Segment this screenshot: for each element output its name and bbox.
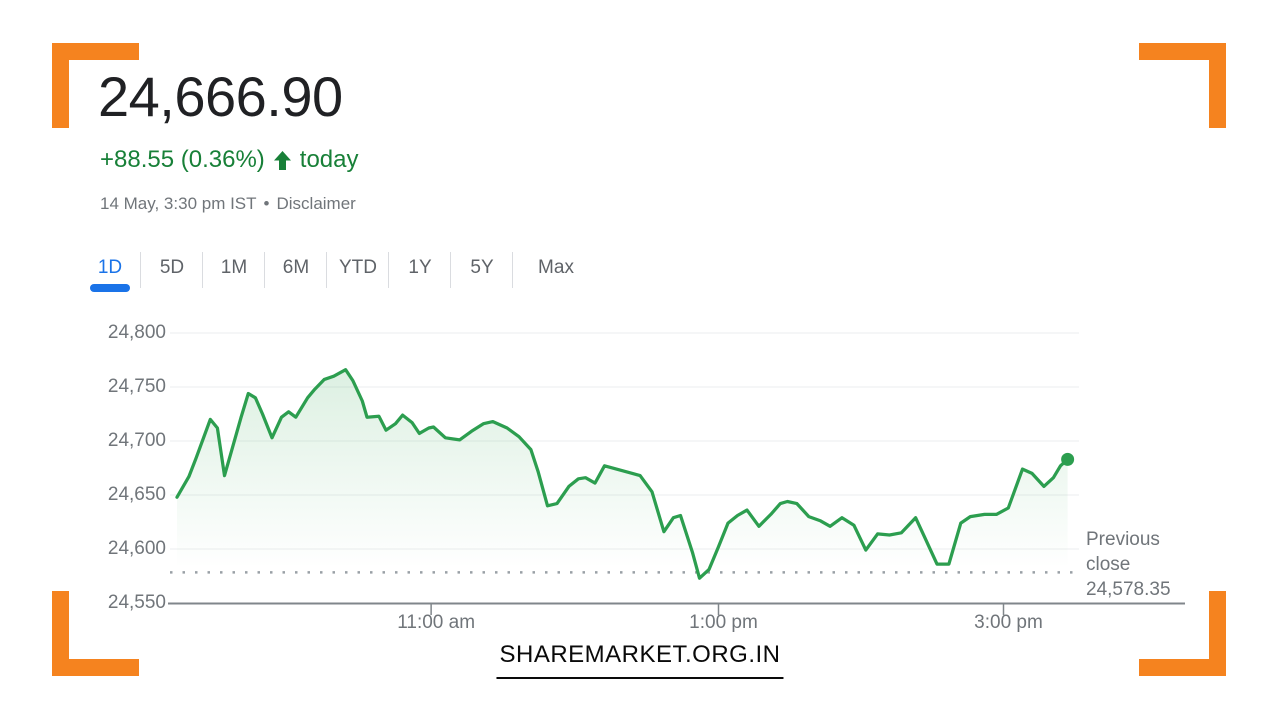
meta-separator-dot: • xyxy=(263,194,270,213)
y-axis-label: 24,550 xyxy=(107,592,166,613)
tab-label: 1M xyxy=(220,257,248,278)
y-axis-label: 24,650 xyxy=(107,484,166,505)
up-arrow-icon xyxy=(273,150,292,171)
tab-label: 5D xyxy=(159,257,185,278)
previous-close-annotation: Previous close 24,578.35 xyxy=(1086,527,1186,602)
tab-label: Max xyxy=(538,257,574,278)
x-axis-label: 3:00 pm xyxy=(974,612,1043,633)
disclaimer-link[interactable]: Disclaimer xyxy=(276,194,356,213)
tab-label: 5Y xyxy=(470,257,494,278)
corner-bracket-bottom-left xyxy=(52,591,139,676)
price-change-value: +88.55 (0.36%) xyxy=(100,146,265,173)
tab-label: YTD xyxy=(339,257,377,278)
previous-close-value: 24,578.35 xyxy=(1086,579,1171,600)
index-price: 24,666.90 xyxy=(98,65,343,128)
tab-1m[interactable]: 1M xyxy=(203,248,265,292)
tab-1y[interactable]: 1Y xyxy=(389,248,451,292)
corner-bracket-top-left xyxy=(52,43,139,128)
price-change-suffix: today xyxy=(299,146,359,173)
x-axis-label: 11:00 am xyxy=(397,612,476,633)
y-axis-label: 24,750 xyxy=(107,376,166,397)
previous-close-label: Previous close xyxy=(1086,529,1160,575)
tab-1d[interactable]: 1D xyxy=(79,248,141,292)
tab-6m[interactable]: 6M xyxy=(265,248,327,292)
tab-label: 1Y xyxy=(408,257,432,278)
corner-bracket-bottom-right xyxy=(1139,591,1226,676)
tab-max[interactable]: Max xyxy=(513,248,599,292)
price-change-line: +88.55 (0.36%) today xyxy=(100,146,359,174)
corner-bracket-top-right xyxy=(1139,43,1226,128)
tab-label: 1D xyxy=(97,257,123,278)
x-axis-label: 1:00 pm xyxy=(689,612,758,633)
tab-5y[interactable]: 5Y xyxy=(451,248,513,292)
y-axis-label: 24,700 xyxy=(107,430,166,451)
y-axis-label: 24,800 xyxy=(107,322,166,343)
tab-5d[interactable]: 5D xyxy=(141,248,203,292)
active-tab-indicator xyxy=(90,284,130,292)
time-range-tabs: 1D 5D 1M 6M YTD 1Y 5Y Max xyxy=(79,248,599,292)
tab-ytd[interactable]: YTD xyxy=(327,248,389,292)
site-watermark: SHAREMARKET.ORG.IN xyxy=(496,641,784,679)
quote-timestamp: 14 May, 3:30 pm IST xyxy=(100,194,257,213)
tab-label: 6M xyxy=(282,257,310,278)
quote-meta-line: 14 May, 3:30 pm IST • Disclaimer xyxy=(100,194,356,214)
y-axis-label: 24,600 xyxy=(107,538,166,559)
